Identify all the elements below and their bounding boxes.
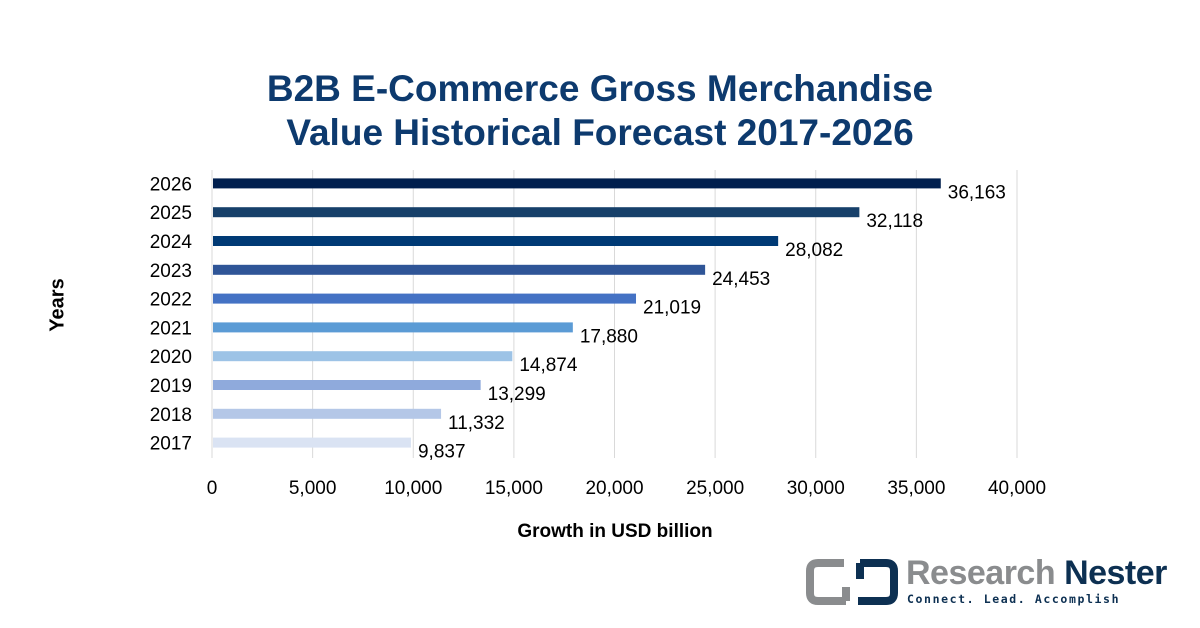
data-label: 14,874 <box>519 355 578 376</box>
data-label: 13,299 <box>488 384 546 405</box>
bar-2021 <box>213 322 573 333</box>
brand-name-part1: Research <box>906 554 1056 592</box>
gridlines <box>211 170 1018 458</box>
data-label: 17,880 <box>580 326 638 347</box>
data-label: 32,118 <box>866 211 923 232</box>
x-axis-tick-labels: 0 5,000 10,000 15,000 20,000 25,000 30,000 35,0… <box>207 478 1046 499</box>
chain-link-icon <box>806 559 898 605</box>
x-tick-label: 0 <box>207 478 218 499</box>
y-tick-label: 2018 <box>150 405 192 426</box>
y-tick-label: 2025 <box>150 203 192 224</box>
y-tick-label: 2017 <box>150 434 192 455</box>
x-tick-label: 5,000 <box>289 478 337 499</box>
data-label: 21,019 <box>643 298 701 319</box>
data-labels: 36,163 32,118 28,082 24,453 21,01917,88014,8… <box>418 182 1006 462</box>
y-tick-label: 2020 <box>150 347 192 368</box>
bar-2020 <box>213 351 513 362</box>
x-tick-label: 10,000 <box>384 478 442 499</box>
y-axis-label: Years <box>46 278 69 332</box>
chart-title-line-1: B2B E-Commerce Gross Merchandise <box>266 68 934 109</box>
y-tick-label: 2021 <box>150 318 192 339</box>
x-tick-label: 30,000 <box>787 478 845 499</box>
bar-2022 <box>213 293 637 304</box>
bar-2019 <box>213 380 481 390</box>
bar-2024 <box>213 236 779 246</box>
y-tick-label: 2022 <box>150 290 192 311</box>
y-tick-label: 2023 <box>150 261 192 282</box>
brand-tagline: Connect. Lead. Accomplish <box>907 592 1121 606</box>
research-nester-logo: Research Nester Connect. Lead. Accomplis… <box>806 555 1167 609</box>
x-tick-label: 20,000 <box>585 478 643 499</box>
brand-name-part2: Nester <box>1064 554 1167 592</box>
bar-2017 <box>213 437 411 448</box>
y-tick-label: 2019 <box>150 376 192 397</box>
x-axis-label: Growth in USD billion <box>517 521 713 542</box>
data-label: 36,163 <box>948 182 1006 203</box>
y-axis-tick-labels: 2026 2025 2024 2023 2022 2021 2020 2019 2018 2017 <box>150 174 193 454</box>
bar-2026 <box>213 178 941 189</box>
x-tick-label: 40,000 <box>988 478 1046 499</box>
bar-2018 <box>213 408 442 419</box>
bar-2023 <box>213 264 706 275</box>
data-label: 11,332 <box>448 413 505 434</box>
chart-title-line-2: Value Historical Forecast 2017-2026 <box>286 112 914 153</box>
x-tick-label: 15,000 <box>485 478 543 499</box>
data-label: 9,837 <box>418 442 466 463</box>
bars <box>213 178 941 448</box>
data-label: 28,082 <box>785 240 843 261</box>
bar-2025 <box>213 207 860 218</box>
data-label: 24,453 <box>712 269 770 290</box>
x-tick-label: 35,000 <box>887 478 945 499</box>
y-tick-label: 2026 <box>150 174 192 195</box>
brand-name: Research Nester <box>906 555 1167 591</box>
y-tick-label: 2024 <box>150 232 193 253</box>
x-tick-label: 25,000 <box>686 478 744 499</box>
